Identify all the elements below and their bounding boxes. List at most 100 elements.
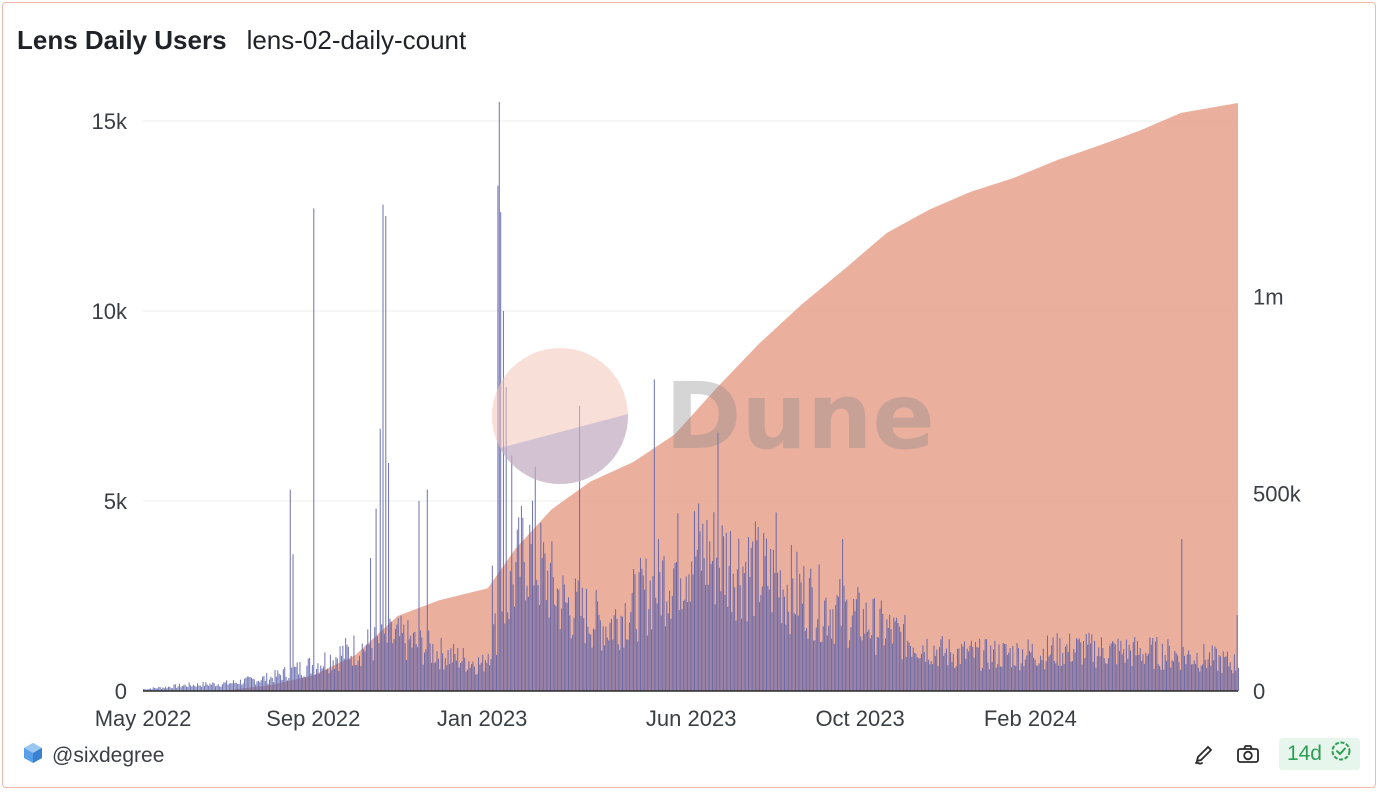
daily-bar bbox=[286, 680, 289, 691]
daily-bar bbox=[335, 656, 337, 691]
daily-bar bbox=[551, 541, 553, 691]
daily-bar bbox=[962, 646, 964, 691]
daily-bar bbox=[281, 679, 283, 691]
daily-bar bbox=[829, 609, 831, 691]
daily-bar bbox=[249, 677, 251, 691]
daily-bar bbox=[980, 670, 982, 691]
daily-bar bbox=[429, 643, 431, 691]
daily-bar bbox=[508, 618, 510, 691]
footer-author[interactable]: @sixdegree bbox=[22, 742, 164, 769]
daily-bar bbox=[1098, 647, 1100, 691]
daily-bar bbox=[724, 594, 726, 691]
edit-icon[interactable] bbox=[1191, 741, 1217, 767]
daily-bar bbox=[592, 628, 594, 691]
daily-bar bbox=[293, 666, 295, 691]
daily-bar bbox=[526, 585, 528, 691]
daily-bar bbox=[256, 681, 258, 691]
daily-bar bbox=[188, 682, 190, 691]
daily-bar bbox=[1096, 656, 1098, 691]
daily-bar bbox=[397, 617, 399, 691]
daily-bar bbox=[1135, 655, 1137, 691]
daily-bar bbox=[263, 675, 265, 691]
daily-bar bbox=[502, 311, 504, 691]
daily-bar bbox=[386, 642, 388, 691]
daily-bar bbox=[981, 667, 983, 691]
daily-bar bbox=[907, 640, 909, 691]
daily-bar bbox=[547, 570, 549, 691]
daily-bar bbox=[926, 638, 928, 691]
daily-bar bbox=[299, 662, 301, 691]
daily-bar bbox=[1118, 651, 1120, 691]
daily-bar bbox=[309, 657, 311, 691]
daily-bar bbox=[998, 644, 1000, 691]
daily-bar bbox=[501, 611, 503, 691]
daily-bar bbox=[1132, 642, 1134, 691]
daily-bar bbox=[628, 622, 630, 691]
daily-bar bbox=[520, 505, 522, 691]
camera-icon[interactable] bbox=[1235, 741, 1261, 767]
daily-bar bbox=[825, 597, 827, 691]
daily-bar bbox=[347, 646, 349, 691]
daily-bar bbox=[721, 525, 723, 691]
daily-bar bbox=[738, 538, 740, 691]
daily-bar bbox=[803, 566, 805, 691]
daily-bar bbox=[616, 618, 618, 691]
daily-bar bbox=[274, 669, 276, 691]
dune-logo-icon bbox=[22, 742, 44, 769]
daily-bar bbox=[620, 615, 622, 691]
daily-bar bbox=[1004, 643, 1006, 691]
daily-bar bbox=[370, 558, 372, 691]
daily-bar bbox=[1218, 655, 1220, 691]
daily-bar bbox=[372, 660, 374, 691]
refresh-badge[interactable]: 14d bbox=[1278, 738, 1360, 770]
daily-bar bbox=[226, 680, 228, 691]
daily-bar bbox=[746, 621, 748, 691]
daily-bar bbox=[1196, 652, 1198, 691]
daily-bar bbox=[220, 686, 222, 691]
daily-bar bbox=[703, 558, 705, 691]
daily-bar bbox=[732, 573, 734, 691]
y-left-tick-label: 10k bbox=[92, 299, 128, 324]
daily-bar bbox=[328, 673, 330, 691]
daily-bar bbox=[988, 669, 990, 691]
daily-bar bbox=[1182, 646, 1184, 691]
daily-bar bbox=[968, 651, 970, 691]
daily-bar bbox=[754, 521, 756, 691]
daily-bar bbox=[896, 617, 898, 691]
daily-bar bbox=[656, 603, 658, 691]
daily-bar bbox=[651, 629, 653, 691]
daily-bar bbox=[948, 639, 950, 691]
daily-bar bbox=[795, 614, 797, 691]
daily-bar bbox=[741, 618, 743, 691]
daily-bar bbox=[770, 548, 772, 691]
daily-bar bbox=[314, 674, 316, 691]
daily-bar bbox=[448, 664, 450, 691]
daily-bar bbox=[147, 689, 149, 691]
daily-bar bbox=[846, 599, 848, 691]
daily-bar bbox=[1116, 664, 1118, 691]
daily-bar bbox=[303, 676, 305, 691]
daily-bar bbox=[675, 562, 677, 691]
daily-bar bbox=[905, 656, 907, 691]
daily-bar bbox=[516, 529, 518, 691]
daily-bar bbox=[1233, 654, 1235, 691]
daily-bar bbox=[1221, 673, 1223, 691]
daily-bar bbox=[415, 644, 417, 691]
daily-bar bbox=[565, 602, 567, 691]
daily-bar bbox=[325, 670, 327, 691]
daily-bar bbox=[938, 647, 941, 691]
daily-bar bbox=[598, 614, 600, 691]
daily-bar bbox=[234, 682, 236, 691]
daily-bar bbox=[677, 513, 679, 691]
daily-bar bbox=[657, 539, 660, 691]
daily-bar bbox=[1114, 644, 1116, 691]
daily-bar bbox=[1012, 646, 1014, 691]
author-name[interactable]: @sixdegree bbox=[52, 743, 165, 767]
daily-bar bbox=[195, 686, 197, 691]
daily-bar bbox=[451, 662, 453, 691]
daily-bar bbox=[1037, 665, 1039, 691]
daily-bar bbox=[799, 573, 801, 691]
daily-bar bbox=[785, 624, 787, 691]
daily-bar bbox=[353, 635, 355, 691]
daily-bar bbox=[855, 599, 857, 691]
